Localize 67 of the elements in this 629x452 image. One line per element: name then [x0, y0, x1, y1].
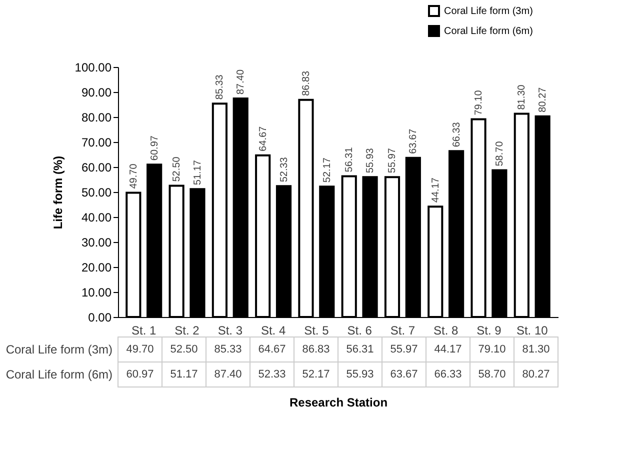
y-tick-label: 0.00 — [88, 310, 112, 324]
text: 51.17 — [192, 160, 204, 186]
text: 60.97 — [149, 136, 160, 161]
x-tick-label: St. 4 — [260, 324, 286, 338]
data-label: 58.70 — [478, 368, 506, 380]
data-label: 66.33 — [434, 368, 462, 380]
text: 58.70 — [494, 141, 506, 166]
x-tick-label: St. 9 — [476, 324, 502, 338]
data-label: 80.27 — [522, 368, 550, 380]
text: 55.93 — [365, 148, 376, 174]
x-tick-label: St. 5 — [304, 324, 330, 338]
y-tick-label: 30.00 — [81, 236, 112, 250]
data-label: 44.17 — [434, 344, 462, 356]
x-tick-label: St. 10 — [516, 324, 548, 338]
x-axis-title: Research Station — [289, 396, 388, 410]
data-label: 85.33 — [214, 344, 242, 356]
text: Coral Life form (6m) — [6, 368, 112, 382]
data-label: 52.50 — [170, 344, 198, 356]
text: 80.27 — [538, 87, 549, 112]
data-label: 55.93 — [346, 368, 374, 380]
x-tick-label: St. 2 — [174, 324, 200, 338]
text: Coral Life form (3m) — [6, 342, 112, 356]
text: 66.33 — [451, 122, 462, 148]
text: 81.30 — [516, 84, 528, 110]
data-label: 81.30 — [522, 344, 550, 356]
x-tick-label: St. 8 — [434, 324, 459, 338]
data-label: 86.83 — [302, 344, 330, 356]
data-label: 56.31 — [346, 344, 374, 356]
data-label: 63.67 — [390, 368, 418, 380]
x-tick-label: St. 3 — [218, 324, 243, 338]
x-tick-label: St. 1 — [132, 324, 157, 338]
text: 44.17 — [430, 178, 442, 203]
data-label: 51.17 — [170, 368, 198, 380]
text: 86.83 — [300, 70, 312, 96]
legend-label: Coral Life form (3m) — [444, 6, 533, 17]
data-label: 52.33 — [258, 368, 286, 380]
text: 52.17 — [322, 158, 333, 183]
y-tick-label: 90.00 — [81, 86, 112, 100]
x-tick-label: St. 7 — [390, 324, 416, 338]
y-tick-label: 70.00 — [81, 136, 112, 150]
y-tick-label: 10.00 — [81, 286, 112, 300]
text: 64.67 — [258, 126, 269, 152]
y-tick-label: 20.00 — [81, 260, 112, 274]
y-axis-title: Life form (%) — [50, 156, 65, 230]
y-tick-label: 40.00 — [81, 210, 112, 224]
data-label: 60.97 — [126, 368, 154, 380]
y-tick-label: 80.00 — [81, 110, 112, 124]
data-label: 55.97 — [390, 344, 418, 356]
data-label: 49.70 — [126, 344, 154, 356]
text: 55.97 — [387, 148, 398, 174]
y-tick-label: 50.00 — [81, 186, 112, 200]
y-tick-label: 100.00 — [74, 60, 112, 74]
text: 56.31 — [344, 147, 356, 172]
y-tick-label: 60.00 — [81, 160, 112, 174]
data-label: 52.17 — [302, 368, 330, 380]
text: 85.33 — [214, 74, 226, 100]
text: 52.50 — [172, 156, 183, 182]
text: 52.33 — [278, 157, 290, 182]
text: 87.40 — [236, 69, 247, 94]
text: 79.10 — [474, 90, 485, 116]
text: 49.70 — [128, 164, 140, 189]
text: 63.67 — [408, 128, 420, 154]
data-label: 87.40 — [214, 368, 242, 380]
data-label: 79.10 — [478, 344, 506, 356]
legend-label: Coral Life form (6m) — [444, 26, 533, 37]
data-label: 64.67 — [258, 344, 286, 356]
x-tick-label: St. 6 — [347, 324, 372, 338]
